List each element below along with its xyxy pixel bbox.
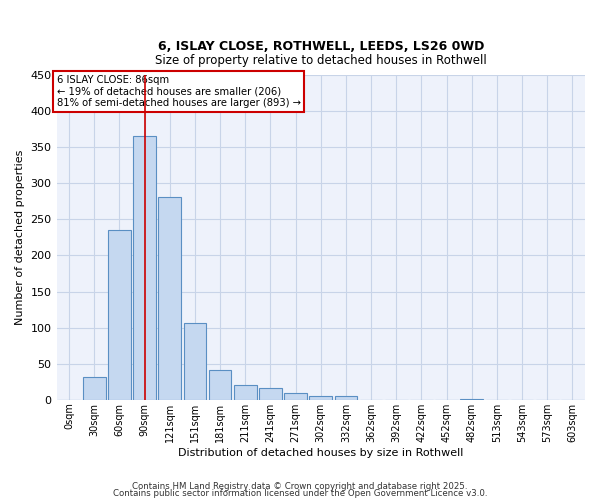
Bar [108, 230, 131, 400]
Bar [234, 386, 257, 400]
Bar [158, 197, 181, 400]
Text: 6 ISLAY CLOSE: 86sqm
← 19% of detached houses are smaller (206)
81% of semi-deta: 6 ISLAY CLOSE: 86sqm ← 19% of detached h… [56, 75, 301, 108]
Bar [209, 370, 232, 400]
Title: 6, ISLAY CLOSE, ROTHWELL, LEEDS, LS26 0WD: 6, ISLAY CLOSE, ROTHWELL, LEEDS, LS26 0W… [158, 40, 484, 53]
Text: Contains public sector information licensed under the Open Government Licence v3: Contains public sector information licen… [113, 490, 487, 498]
Bar [133, 136, 156, 400]
Text: Size of property relative to detached houses in Rothwell: Size of property relative to detached ho… [155, 54, 487, 67]
X-axis label: Distribution of detached houses by size in Rothwell: Distribution of detached houses by size … [178, 448, 463, 458]
Bar [259, 388, 282, 400]
Bar [335, 396, 357, 400]
Text: Contains HM Land Registry data © Crown copyright and database right 2025.: Contains HM Land Registry data © Crown c… [132, 482, 468, 491]
Bar [310, 396, 332, 400]
Bar [460, 399, 483, 400]
Bar [284, 394, 307, 400]
Y-axis label: Number of detached properties: Number of detached properties [15, 150, 25, 325]
Bar [83, 378, 106, 400]
Bar [184, 324, 206, 400]
